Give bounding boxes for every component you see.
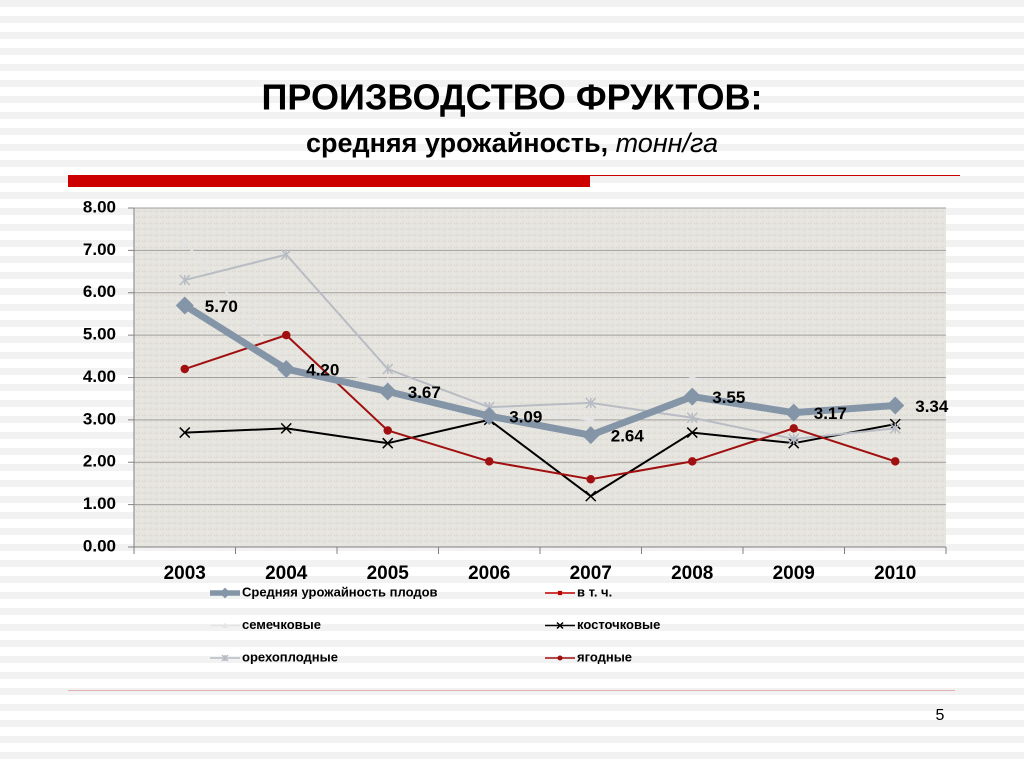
x-tick-label: 2008: [671, 563, 713, 584]
marker: [788, 433, 800, 445]
legend-label: Средняя урожайность плодов: [242, 584, 438, 599]
marker: [686, 427, 698, 439]
marker: [683, 387, 702, 406]
chart: 0.00 1.00 2.00 3.00 4.00 5.00 6.00 7.00 8.00 2003…: [83, 197, 949, 664]
legend-item: орехоплодные: [210, 649, 338, 664]
y-tick-label: 3.00: [83, 409, 116, 428]
line: [182, 302, 896, 439]
slide-title: ПРОИЗВОДСТВО ФРУКТОВ:: [262, 77, 763, 118]
legend-label: ягодные: [577, 649, 632, 664]
marker: [784, 403, 803, 422]
legend-label: косточковые: [577, 617, 660, 632]
data-label: 3.67: [408, 383, 441, 402]
marker: [585, 397, 597, 409]
y-tick-label: 7.00: [83, 240, 116, 259]
marker: [382, 376, 393, 386]
marker: [180, 364, 189, 374]
data-label: 2.64: [611, 427, 645, 446]
marker: [382, 363, 394, 375]
x-tick-label: 2003: [164, 563, 206, 584]
line: [184, 253, 896, 440]
y-tick-label: 6.00: [83, 282, 116, 301]
legend-item: в т. ч.: [545, 584, 612, 599]
y-tick-label: 0.00: [83, 536, 116, 555]
marker: [688, 457, 697, 466]
data-label: 3.09: [509, 408, 542, 427]
marker: [891, 457, 900, 466]
marker: [179, 236, 190, 246]
line: [184, 334, 896, 481]
y-tick-label: 4.00: [83, 367, 116, 386]
marker: [581, 426, 600, 445]
subtitle-unit: тонн/га: [616, 128, 718, 158]
x-tick-label: 2009: [773, 563, 815, 584]
legend-label: семечковые: [242, 617, 321, 632]
x-tick-label: 2007: [570, 563, 612, 584]
legend-item: Средняя урожайность плодов: [210, 584, 438, 599]
marker: [789, 424, 798, 433]
marker: [480, 407, 499, 426]
marker: [557, 590, 563, 596]
line: [183, 241, 896, 421]
legend-item: ягодные: [545, 649, 632, 664]
data-label: 3.55: [712, 388, 745, 407]
marker: [378, 382, 397, 401]
marker: [221, 654, 229, 662]
marker: [219, 587, 231, 599]
subtitle: средняя урожайность,: [306, 128, 608, 158]
marker: [889, 422, 901, 434]
data-label: 5.70: [205, 297, 238, 316]
marker: [382, 437, 394, 449]
marker: [585, 414, 596, 424]
marker: [222, 622, 228, 628]
data-label: 4.20: [306, 361, 339, 380]
marker: [277, 360, 296, 379]
marker: [886, 396, 905, 415]
x-tick-label: 2010: [874, 563, 916, 584]
legend-item: семечковые: [210, 617, 321, 632]
line: [184, 418, 896, 498]
page-number: 5: [936, 707, 945, 724]
x-tick-label: 2005: [367, 563, 410, 584]
marker: [179, 274, 191, 286]
marker: [687, 372, 698, 382]
red-rule: [68, 175, 590, 187]
legend-item: косточковые: [545, 617, 660, 632]
y-tick-label: 2.00: [83, 452, 116, 471]
slide-subtitle: средняя урожайность, тонн/га: [306, 128, 718, 158]
marker: [383, 426, 392, 435]
data-label: 3.34: [915, 397, 949, 416]
y-tick-label: 8.00: [83, 197, 116, 216]
marker: [585, 490, 597, 502]
legend-label: орехоплодные: [242, 649, 338, 664]
y-tick-label: 1.00: [83, 494, 116, 513]
marker: [175, 296, 194, 315]
x-tick-label: 2004: [265, 563, 308, 584]
marker: [280, 422, 292, 434]
marker: [586, 474, 595, 484]
series: 5.70 4.20 3.67 3.09 2.64 3.55 3.17 3.34: [175, 296, 949, 446]
marker: [686, 412, 698, 424]
data-label: 3.17: [814, 404, 847, 423]
marker: [485, 457, 494, 466]
series: [180, 330, 900, 484]
marker: [179, 427, 191, 439]
marker: [282, 330, 291, 340]
marker: [556, 621, 564, 630]
marker: [280, 249, 292, 261]
y-tick-label: 5.00: [83, 325, 116, 344]
x-tick-label: 2006: [468, 563, 510, 584]
legend-label: в т. ч.: [577, 584, 612, 599]
marker: [557, 655, 563, 661]
